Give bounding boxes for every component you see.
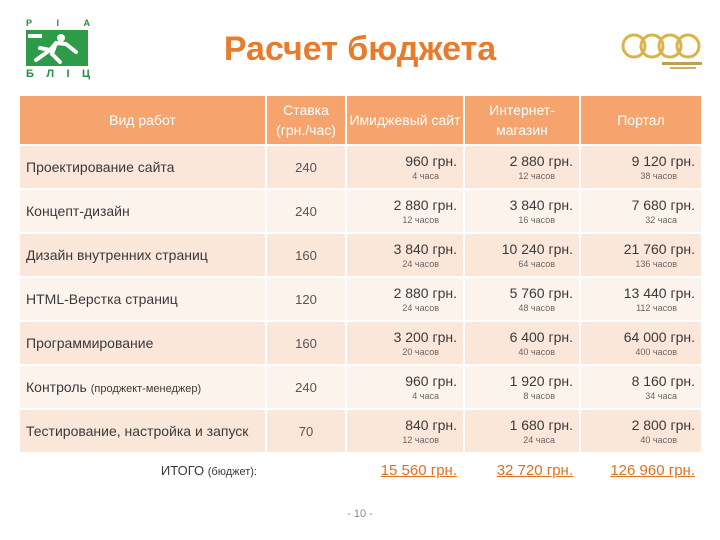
value-cell: 2 880 грн. 24 часов xyxy=(346,276,465,321)
table-row: Концепт-дизайн 240 2 880 грн. 12 часов 3 … xyxy=(20,188,703,233)
table-row: Дизайн внутренних страниц 160 3 840 грн.… xyxy=(20,232,703,277)
value-cell: 8 160 грн. 34 часа xyxy=(580,364,703,409)
rate-cell: 160 xyxy=(266,232,347,277)
rate-cell: 240 xyxy=(266,144,347,189)
value-cell: 2 800 грн. 40 часов xyxy=(580,408,703,453)
rate-cell: 70 xyxy=(266,408,347,453)
value-cell: 7 680 грн. 32 часа xyxy=(580,188,703,233)
work-name-note: (проджект-менеджер) xyxy=(90,383,202,395)
table-row: Программирование 160 3 200 грн. 20 часов … xyxy=(20,320,703,365)
table-row: HTML-Верстка страниц 120 2 880 грн. 24 ча… xyxy=(20,276,703,321)
value-cell: 21 760 грн. 136 часов xyxy=(580,232,703,277)
work-name: Проектирование сайта xyxy=(20,144,267,189)
page-number: - 10 - xyxy=(347,508,373,520)
value-cell: 5 760 грн. 48 часов xyxy=(464,276,581,321)
value-cell: 960 грн. 4 часа xyxy=(346,364,465,409)
value-cell: 3 200 грн. 20 часов xyxy=(346,320,465,365)
value-cell: 3 840 грн. 16 часов xyxy=(464,188,581,233)
value-cell: 960 грн. 4 часа xyxy=(346,144,465,189)
total-value: 32 720 грн. xyxy=(464,452,581,486)
total-value: 126 960 грн. xyxy=(580,452,703,486)
budget-table: Вид работ Ставка (грн./час) Имиджевый са… xyxy=(20,96,703,486)
column-header-image-site: Имиджевый сайт xyxy=(346,96,465,145)
column-header-rate: Ставка (грн./час) xyxy=(266,96,347,145)
column-header-portal: Портал xyxy=(580,96,703,145)
value-cell: 13 440 грн. 112 часов xyxy=(580,276,703,321)
table-row: Тестирование, настройка и запуск 70 840 … xyxy=(20,408,703,453)
rate-cell: 240 xyxy=(266,188,347,233)
runner-logo-icon xyxy=(26,30,88,66)
value-cell: 2 880 грн. 12 часов xyxy=(346,188,465,233)
total-label: ИТОГО (бюджет): xyxy=(20,452,267,486)
value-cell: 1 920 грн. 8 часов xyxy=(464,364,581,409)
work-name: Дизайн внутренних страниц xyxy=(20,232,267,277)
value-cell: 64 000 грн. 400 часов xyxy=(580,320,703,365)
value-cell: 840 грн. 12 часов xyxy=(346,408,465,453)
column-header-online-store: Интернет-магазин xyxy=(464,96,581,145)
value-cell: 2 880 грн. 12 часов xyxy=(464,144,581,189)
total-value: 15 560 грн. xyxy=(346,452,465,486)
work-name: HTML-Верстка страниц xyxy=(20,276,267,321)
value-cell: 10 240 грн. 64 часов xyxy=(464,232,581,277)
work-name: Контроль (проджект-менеджер) xyxy=(20,364,267,409)
work-name: Программирование xyxy=(20,320,267,365)
rate-cell: 160 xyxy=(266,320,347,365)
value-cell: 6 400 грн. 40 часов xyxy=(464,320,581,365)
work-name: Концепт-дизайн xyxy=(20,188,267,233)
table-row: Проектирование сайта 240 960 грн. 4 часа … xyxy=(20,144,703,189)
value-cell: 1 680 грн. 24 часа xyxy=(464,408,581,453)
rate-cell: 120 xyxy=(266,276,347,321)
rate-cell: 240 xyxy=(266,364,347,409)
page-title: Расчет бюджета xyxy=(223,30,497,68)
column-header-work-type: Вид работ xyxy=(20,96,267,145)
table-header-row: Вид работ Ставка (грн./час) Имиджевый са… xyxy=(20,96,703,145)
value-cell: 9 120 грн. 38 часов xyxy=(580,144,703,189)
rings-logo-icon xyxy=(620,30,704,74)
total-empty-cell xyxy=(266,452,347,486)
value-cell: 3 840 грн. 24 часов xyxy=(346,232,465,277)
total-row: ИТОГО (бюджет): 15 560 грн. 32 720 грн. … xyxy=(20,452,703,486)
work-name: Тестирование, настройка и запуск xyxy=(20,408,267,453)
table-row: Контроль (проджект-менеджер) 240 960 грн… xyxy=(20,364,703,409)
